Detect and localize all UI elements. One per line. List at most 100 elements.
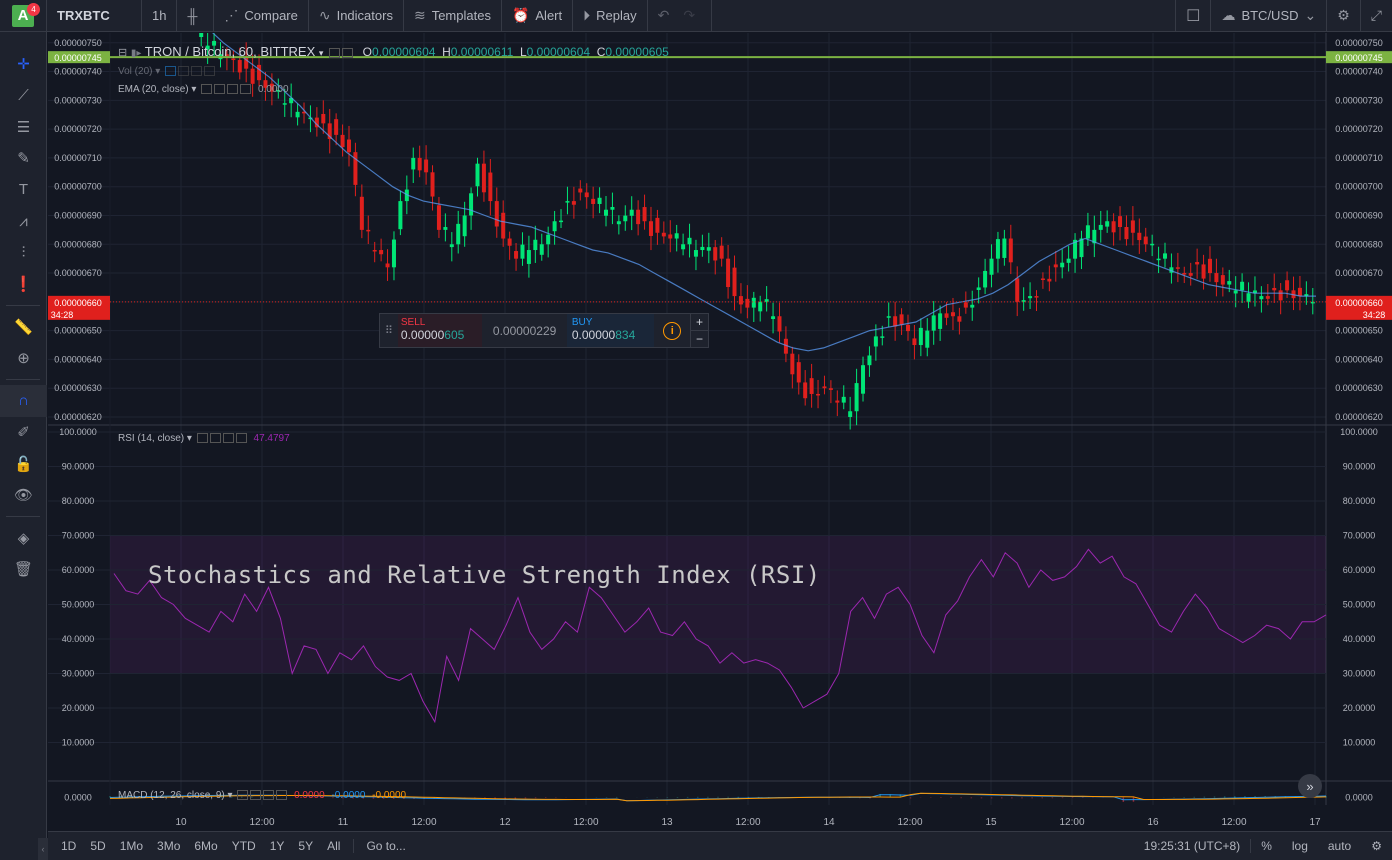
candle-body <box>533 239 538 251</box>
add-icon[interactable] <box>263 790 275 801</box>
candle-body <box>976 287 981 290</box>
sell-price-tail: 605 <box>444 328 465 342</box>
scroll-to-realtime-button[interactable]: » <box>1298 774 1322 798</box>
add-icon[interactable] <box>191 66 203 77</box>
dropdown-icon[interactable]: ▾ <box>186 433 192 444</box>
close-icon[interactable] <box>240 84 252 95</box>
plus-button[interactable]: + <box>690 314 708 330</box>
rsi-label[interactable]: RSI (14, close) <box>118 433 185 444</box>
chart-area[interactable]: 10 12:00 11 12:00 12 12:00 13 12:00 14 12:00 15 12:… <box>48 33 1392 831</box>
settings-icon[interactable] <box>165 66 177 77</box>
replay-button[interactable]: ⏵ Replay <box>573 0 648 32</box>
info-button[interactable]: i <box>654 314 690 347</box>
candle-body <box>430 172 435 197</box>
object-tree-tool[interactable]: ◈ <box>0 522 47 554</box>
collapse-legend-icon[interactable]: ⊟ <box>118 47 128 59</box>
range-6mo[interactable]: 6Mo <box>194 839 218 853</box>
dropdown-icon[interactable]: ▾ <box>191 84 197 95</box>
prediction-tool[interactable]: ⫶ <box>0 237 47 269</box>
macd-label[interactable]: MACD (12, 26, close, 9) <box>118 790 225 801</box>
alert-button[interactable]: ⏰ Alert <box>502 0 574 32</box>
range-1mo[interactable]: 1Mo <box>119 839 144 853</box>
compare-button[interactable]: ⋰ Compare <box>214 0 309 32</box>
redo-icon[interactable]: ↷ <box>683 7 696 23</box>
fullscreen-button[interactable]: ⤢ <box>1361 0 1392 32</box>
range-all[interactable]: All <box>327 839 341 853</box>
dropdown-icon[interactable]: ▾ <box>155 66 161 77</box>
log-scale-toggle[interactable]: log <box>1291 839 1308 853</box>
plot-background <box>48 33 1326 805</box>
buy-button[interactable]: BUY 0.00000834 <box>566 314 655 347</box>
hide-icon[interactable] <box>209 433 221 444</box>
add-icon[interactable] <box>227 84 239 95</box>
icon-tool[interactable]: ❗ <box>0 269 47 301</box>
app-logo[interactable]: A 4 <box>0 0 47 32</box>
undo-button[interactable]: ↶ ↷ <box>648 0 713 32</box>
dropdown-icon[interactable]: ▾ <box>318 48 324 58</box>
settings-button[interactable]: ⚙ <box>1327 0 1361 32</box>
settings-icon[interactable] <box>201 84 213 95</box>
range-3mo[interactable]: 3Mo <box>157 839 181 853</box>
zoom-tool[interactable]: ⊕ <box>0 343 47 375</box>
indicators-button[interactable]: ∿ Indicators <box>309 0 404 32</box>
chart-canvas[interactable]: 10 12:00 11 12:00 12 12:00 13 12:00 14 12:00 15 12:… <box>48 33 1392 831</box>
templates-button[interactable]: ≋ Templates <box>404 0 502 32</box>
remove-drawings-tool[interactable]: 🗑 <box>0 554 47 586</box>
candle-body <box>610 206 615 210</box>
close-icon[interactable] <box>235 433 247 444</box>
currency-button[interactable]: ☁ BTC/USD ⌄ <box>1211 0 1328 32</box>
hide-icon[interactable] <box>342 47 354 58</box>
close-icon[interactable] <box>204 66 216 77</box>
brush-tool[interactable]: ✎ <box>0 143 47 175</box>
range-1d[interactable]: 1D <box>61 839 77 853</box>
auto-scale-toggle[interactable]: auto <box>1327 839 1352 853</box>
ema-title[interactable]: EMA (20, close) <box>118 84 189 95</box>
candle-body <box>931 315 936 331</box>
add-icon[interactable] <box>222 433 234 444</box>
candle-body <box>501 212 506 239</box>
text-tool[interactable]: T <box>0 174 47 206</box>
hide-icon[interactable] <box>178 66 190 77</box>
macd-legend: MACD (12, 26, close, 9) ▾ 0.0000 -0.0000… <box>118 790 406 801</box>
symbol-search[interactable]: TRXBTC <box>47 0 142 32</box>
crosshair-tool[interactable]: ✛ <box>0 48 47 80</box>
goto-button[interactable]: Go to... <box>353 839 406 853</box>
drag-handle-icon[interactable]: ⠿ <box>384 325 393 337</box>
collapse-sidebar-button[interactable]: ‹ <box>38 838 48 860</box>
hide-icon[interactable] <box>214 84 226 95</box>
range-1y[interactable]: 1Y <box>269 839 285 853</box>
lock-tool[interactable]: 🔓 <box>0 448 47 480</box>
candle-body <box>1021 300 1026 302</box>
hide-icon[interactable] <box>250 790 262 801</box>
measure-tool[interactable]: 📏 <box>0 311 47 343</box>
settings-icon[interactable] <box>237 790 249 801</box>
chart-settings-icon[interactable]: ⚙ <box>1371 839 1382 853</box>
candle-body <box>366 229 371 232</box>
volume-title[interactable]: Vol (20) <box>118 66 153 77</box>
range-ytd[interactable]: YTD <box>231 839 256 853</box>
close-icon[interactable] <box>276 790 288 801</box>
sell-button[interactable]: SELL 0.00000605 <box>397 314 483 347</box>
fib-tool[interactable]: ☰ <box>0 111 47 143</box>
chart-style-button[interactable]: ╫ <box>177 0 215 32</box>
hide-drawings-tool[interactable]: 👁 <box>0 480 47 512</box>
minus-button[interactable]: − <box>690 330 708 347</box>
countdown-label-left: 34:28 <box>51 310 74 320</box>
layout-button[interactable]: ☐ <box>1175 0 1212 32</box>
magnet-tool[interactable]: ∩ <box>0 385 47 417</box>
settings-icon[interactable] <box>196 433 208 444</box>
pattern-tool[interactable]: ⩘ <box>0 206 47 238</box>
timezone-clock[interactable]: 19:25:31 (UTC+8) <box>1134 839 1252 853</box>
candle-body <box>302 111 307 114</box>
dropdown-icon[interactable]: ▾ <box>227 790 233 801</box>
settings-icon[interactable] <box>329 47 341 58</box>
interval-button[interactable]: 1h <box>142 0 178 32</box>
range-5y[interactable]: 5Y <box>298 839 314 853</box>
range-5d[interactable]: 5D <box>90 839 106 853</box>
percent-scale-toggle[interactable]: % <box>1261 839 1272 853</box>
candle-body <box>1195 262 1200 265</box>
candle-body <box>237 60 242 73</box>
trend-line-tool[interactable]: ⟋ <box>0 80 47 112</box>
stay-drawing-tool[interactable]: ✐ <box>0 417 47 449</box>
series-title[interactable]: TRON / Bitcoin, 60, BITTREX <box>144 44 316 59</box>
